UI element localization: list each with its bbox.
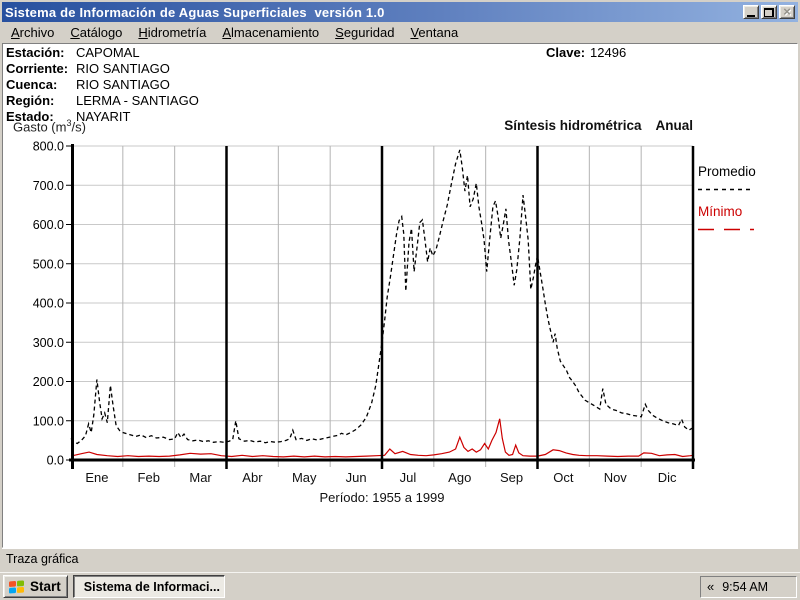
station-info-row: Cuenca: RIO SANTIAGO [6, 77, 199, 93]
system-tray: « 9:54 AM [700, 575, 797, 598]
start-button-label: Start [30, 579, 61, 594]
y-tick-label: 200.0 [33, 375, 64, 389]
minimize-button[interactable] [743, 5, 759, 19]
taskbar-clock: 9:54 AM [722, 579, 769, 594]
menu-item-ventana[interactable]: Ventana [410, 25, 459, 40]
station-info-value: RIO SANTIAGO [76, 77, 170, 92]
title-bar[interactable]: Sistema de Información de Aguas Superfic… [2, 2, 798, 22]
x-tick-label: Mar [189, 470, 212, 485]
x-tick-label: Dic [658, 470, 677, 485]
station-key-value: 12496 [590, 45, 627, 60]
x-tick-label: Ago [448, 470, 471, 485]
tray-chevron-icon[interactable]: « [707, 578, 715, 594]
close-button[interactable]: × [779, 5, 795, 19]
station-info-label: Cuenca: [6, 77, 58, 92]
station-info-row: Corriente: RIO SANTIAGO [6, 61, 199, 77]
y-tick-label: 600.0 [33, 218, 64, 232]
status-text: Traza gráfica [6, 552, 79, 566]
chart-legend: Promedio Mínimo [698, 164, 794, 244]
station-info-label: Corriente: [6, 61, 69, 76]
menu-item-almacenamiento[interactable]: Almacenamiento [222, 25, 320, 40]
chart-mode-text: Anual [655, 118, 693, 133]
legend-item-promedio: Promedio [698, 164, 794, 197]
y-tick-label: 100.0 [33, 414, 64, 428]
client-area: Estación: CAPOMAL Corriente: RIO SANTIAGO Cu… [2, 43, 798, 548]
legend-line-sample [698, 228, 754, 231]
x-tick-label: Jul [400, 470, 417, 485]
y-axis-title-prefix: Gasto (m [13, 119, 67, 135]
window-controls: × [743, 5, 795, 19]
x-tick-label: Oct [553, 470, 574, 485]
legend-label: Mínimo [698, 204, 743, 219]
chart-title: Síntesis hidrométrica Anual [504, 118, 693, 133]
station-info-value: LERMA - SANTIAGO [76, 93, 199, 108]
windows-logo-icon [9, 579, 24, 593]
taskbar-task-label: Sistema de Informaci... [83, 579, 220, 594]
x-tick-label: Feb [138, 470, 160, 485]
y-tick-label: 300.0 [33, 336, 64, 350]
station-key-label: Clave: [546, 45, 586, 60]
hydrograph-chart: 800.0 700.0 600.0 500.0 400.0 300.0 200.0 100.0… [33, 140, 695, 505]
x-tick-label: Jun [346, 470, 367, 485]
window-title: Sistema de Información de Aguas Superfic… [5, 4, 385, 20]
start-button[interactable]: Start [3, 575, 68, 598]
station-info: Estación: CAPOMAL Corriente: RIO SANTIAGO Cu… [6, 45, 199, 125]
y-tick-label: 800.0 [33, 140, 64, 154]
y-tick-label: 500.0 [33, 257, 64, 271]
station-info-row: Región: LERMA - SANTIAGO [6, 93, 199, 109]
chart-title-text: Síntesis hidrométrica [504, 118, 642, 133]
y-tick-label: 400.0 [33, 297, 64, 311]
y-axis-title-sup: 3 [66, 118, 72, 128]
station-info-value: CAPOMAL [76, 45, 140, 60]
menu-bar: Archivo Catálogo Hidrometría Almacenamiento… [2, 22, 798, 43]
minimize-icon [747, 14, 755, 17]
station-key: Clave: 12496 [546, 45, 626, 61]
station-info-value: RIO SANTIAGO [76, 61, 170, 76]
restore-button[interactable] [761, 5, 777, 19]
x-tick-label: Ene [85, 470, 108, 485]
menu-item-hidrometria[interactable]: Hidrometría [138, 25, 207, 40]
y-axis-title: Gasto (m3/s) [13, 118, 86, 134]
period-label: Período: 1955 a 1999 [319, 490, 444, 505]
x-tick-label: May [292, 470, 317, 485]
series-promedio [70, 149, 694, 445]
restore-icon [764, 7, 774, 17]
y-tick-label: 700.0 [33, 179, 64, 193]
close-icon: × [783, 4, 791, 19]
y-tick-label: 0.0 [47, 454, 64, 468]
legend-label: Promedio [698, 164, 756, 179]
menu-item-catalogo[interactable]: Catálogo [70, 25, 123, 40]
station-info-value: NAYARIT [76, 109, 131, 124]
taskbar: Start Sistema de Informaci... « 9:54 AM [0, 572, 800, 600]
menu-item-seguridad[interactable]: Seguridad [335, 25, 395, 40]
station-info-label: Región: [6, 93, 55, 108]
app-window: Sistema de Información de Aguas Superfic… [2, 2, 798, 570]
legend-item-minimo: Mínimo [698, 204, 794, 237]
series-minimo [70, 418, 694, 458]
station-info-label: Estado: [6, 109, 54, 124]
menu-item-archivo[interactable]: Archivo [11, 25, 55, 40]
x-tick-label: Nov [604, 470, 628, 485]
station-info-label: Estación: [6, 45, 65, 60]
y-axis-title-suffix: /s) [71, 119, 86, 135]
legend-line-sample [698, 188, 754, 191]
station-info-row: Estación: CAPOMAL [6, 45, 199, 61]
station-info-row: Estado: NAYARIT [6, 109, 199, 125]
status-bar: Traza gráfica [2, 548, 798, 570]
x-tick-label: Abr [242, 470, 263, 485]
taskbar-task-button[interactable]: Sistema de Informaci... [72, 575, 225, 598]
x-tick-label: Sep [500, 470, 523, 485]
